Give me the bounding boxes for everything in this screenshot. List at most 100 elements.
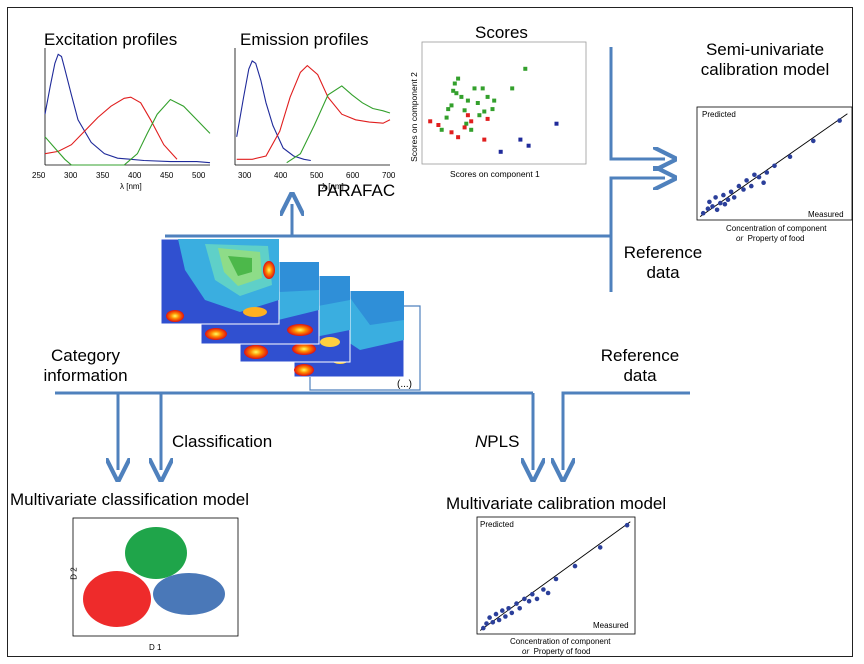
semi-point xyxy=(756,174,762,180)
semi-point xyxy=(761,180,766,185)
multical-point xyxy=(484,621,489,626)
emission-tick-1: 300 xyxy=(238,171,252,180)
multical-point xyxy=(597,545,603,550)
reference-top-line2: data xyxy=(646,262,680,282)
ellipsis-label: (...) xyxy=(397,379,412,390)
semi-title-line2: calibration model xyxy=(700,59,830,79)
class-ellipse-red xyxy=(83,571,151,627)
emission-tick-2: 400 xyxy=(274,171,288,180)
score-point-green xyxy=(482,109,487,114)
score-point-red xyxy=(469,119,474,124)
score-point-green xyxy=(459,94,464,99)
score-point-green xyxy=(490,107,495,112)
figure-frame xyxy=(7,7,853,657)
semi-point xyxy=(710,204,715,209)
semi-point xyxy=(749,183,754,189)
semi-point xyxy=(725,197,731,202)
multical-point xyxy=(503,614,508,619)
multical-measured: Measured xyxy=(593,621,629,630)
score-point-red xyxy=(465,113,470,118)
semi-point xyxy=(700,210,706,216)
score-point-green xyxy=(510,86,515,91)
multical-point xyxy=(517,606,522,611)
classification-model-title: Multivariate classification model xyxy=(10,490,250,509)
semi-title-line1: Semi-univariate xyxy=(705,40,825,59)
semi-caption-or: or xyxy=(736,234,744,243)
npls-prefix: N xyxy=(475,432,488,451)
multical-point xyxy=(526,598,532,604)
multical-point xyxy=(487,615,492,620)
multical-caption-property: Property of food xyxy=(533,647,591,656)
score-point-green xyxy=(469,127,474,132)
reference-to-semi-arrow xyxy=(609,178,665,292)
score-point-blue xyxy=(526,143,531,148)
semi-point xyxy=(705,206,711,211)
semi-point xyxy=(787,154,793,159)
emission-tick-4: 600 xyxy=(346,171,360,180)
multical-points xyxy=(479,521,631,631)
score-point-green xyxy=(472,86,477,91)
emission-xlabel: λ [nm] xyxy=(322,182,344,191)
score-point-green xyxy=(492,98,497,103)
npls-suffix: PLS xyxy=(487,432,520,451)
score-point-green xyxy=(451,88,456,93)
semi-point xyxy=(744,178,749,183)
excitation-tick-4: 400 xyxy=(128,171,142,180)
scores-title: Scores xyxy=(475,23,528,42)
score-point-green xyxy=(480,86,485,91)
emission-series-green xyxy=(286,85,391,164)
multical-point xyxy=(509,610,515,616)
score-point-green xyxy=(456,76,461,81)
scores-points xyxy=(428,66,559,154)
excitation-series-red xyxy=(44,96,178,160)
multical-caption-2: or Property of food xyxy=(522,647,591,656)
reference-bottom-arrow xyxy=(563,391,690,470)
multical-point xyxy=(530,591,535,597)
excitation-tick-6: 500 xyxy=(192,171,206,180)
multical-point xyxy=(522,596,527,602)
excitation-tick-5: 450 xyxy=(160,171,174,180)
multical-point xyxy=(493,611,499,617)
semi-point xyxy=(728,189,734,195)
semi-point xyxy=(731,195,737,200)
score-point-green xyxy=(464,121,469,126)
flow-arrows xyxy=(55,47,690,470)
score-point-green xyxy=(439,127,444,132)
semi-point xyxy=(714,207,720,213)
score-point-green xyxy=(454,91,459,96)
eem-landscape-1 xyxy=(160,238,280,325)
category-line2: information xyxy=(43,365,128,385)
category-line1: Category xyxy=(51,346,120,365)
multical-point xyxy=(514,601,519,606)
semi-point xyxy=(741,187,746,192)
emission-tick-3: 500 xyxy=(310,171,324,180)
excitation-lines xyxy=(44,53,211,166)
emission-plot xyxy=(234,48,390,166)
excitation-plot xyxy=(44,48,210,166)
semi-points xyxy=(699,113,848,217)
multivariate-calibration-plot xyxy=(476,516,636,635)
score-point-red xyxy=(428,119,433,124)
excitation-xlabel: λ [nm] xyxy=(120,182,142,191)
multical-point xyxy=(541,587,546,592)
multical-caption-1: Concentration of component xyxy=(510,637,611,646)
semi-caption-property: Property of food xyxy=(747,234,805,243)
score-point-green xyxy=(465,98,470,103)
multical-caption-or: or xyxy=(522,647,530,656)
semi-point xyxy=(713,195,718,200)
multical-predicted: Predicted xyxy=(480,520,514,529)
multical-point xyxy=(545,590,551,596)
classification-plot xyxy=(72,517,239,637)
scores-xlabel: Scores on component 1 xyxy=(450,169,540,179)
semi-point xyxy=(752,172,757,178)
class-ellipse-green xyxy=(125,527,187,579)
semi-point xyxy=(718,200,723,206)
semi-predicted: Predicted xyxy=(702,110,736,119)
semi-point xyxy=(764,170,770,175)
multical-point xyxy=(496,617,502,623)
multical-point xyxy=(624,522,630,528)
semi-point xyxy=(736,183,742,189)
score-point-red xyxy=(449,130,454,135)
score-point-red xyxy=(482,137,487,142)
score-point-green xyxy=(449,103,454,108)
